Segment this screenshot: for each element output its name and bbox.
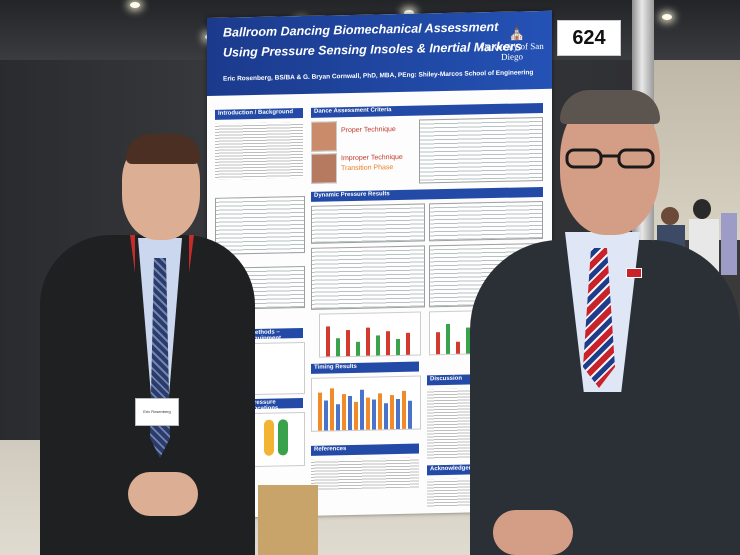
poster-chart-bar — [356, 341, 360, 356]
section-criteria: Dance Assessment Criteria — [311, 102, 543, 118]
poster-chart-bar — [326, 326, 330, 357]
poster-chart-bar — [408, 400, 412, 429]
poster-chart-bar — [376, 335, 380, 356]
university-logo-text: University of San Diego — [480, 40, 544, 62]
section-references: References — [311, 443, 419, 456]
poster-chart-bar — [366, 397, 370, 430]
pressure-data-left — [311, 245, 425, 310]
equipment-images — [247, 341, 305, 396]
poster-chart-bar — [456, 341, 460, 354]
criteria-table — [419, 116, 543, 184]
foot-pressure-diagram — [247, 411, 305, 468]
poster-chart-bar — [402, 390, 406, 429]
poster-chart-bar — [386, 331, 390, 356]
poster-chart-bar — [366, 327, 370, 356]
pressure-table-right — [429, 200, 543, 242]
poster-chart-bar — [348, 395, 352, 431]
section-methods: Methods – Equipment — [247, 327, 303, 342]
legend-proper: Proper Technique — [341, 126, 396, 135]
dance-photo-improper — [311, 153, 337, 184]
references-text — [311, 457, 419, 490]
poster-chart-bar — [446, 323, 450, 354]
poster-chart-bar — [330, 388, 334, 431]
background-person-legs — [258, 485, 318, 555]
rumba-table — [215, 195, 305, 255]
poster-chart-bar — [406, 332, 410, 355]
poster-title-line1: Ballroom Dancing Biomechanical Assessmen… — [223, 19, 499, 40]
section-timing: Timing Results — [311, 361, 419, 374]
poster-chart-bar — [390, 395, 394, 430]
intro-text — [215, 121, 303, 180]
poster-chart-bar — [372, 399, 376, 430]
poster-chart-bar — [360, 389, 364, 430]
timing-bar-chart — [311, 375, 421, 432]
poster-chart-bar — [318, 392, 322, 431]
poster-chart-bar — [384, 403, 388, 430]
left-person-hair — [126, 134, 200, 164]
poster-chart-bar — [324, 400, 328, 431]
poster-chart-bar — [346, 330, 350, 357]
ceiling-light — [662, 14, 672, 20]
booth-number-card: 624 — [557, 20, 621, 56]
poster-chart-bar — [396, 398, 400, 430]
ceiling-light — [130, 2, 140, 8]
poster-chart-bar — [436, 332, 440, 355]
poster-header: Ballroom Dancing Biomechanical Assessmen… — [207, 10, 552, 97]
poster-chart-bar — [336, 338, 340, 357]
right-person-hands — [493, 510, 573, 555]
poster-authors: Eric Rosenberg, BS/BA & G. Bryan Cornwal… — [223, 69, 534, 83]
name-badge: Eric Rosenberg — [135, 398, 179, 426]
dance-photo-proper — [311, 121, 337, 152]
pressure-bar-chart-left — [319, 311, 421, 358]
left-person-hands — [128, 472, 198, 516]
poster-chart-bar — [354, 401, 358, 430]
poster-chart-bar — [378, 393, 382, 430]
section-locations: Pressure Locations — [247, 397, 303, 412]
poster-chart-bar — [396, 338, 400, 356]
legend-improper: Improper Technique — [341, 153, 403, 163]
poster-chart-bar — [336, 404, 340, 431]
glasses-icon — [565, 148, 655, 169]
section-dynamic: Dynamic Pressure Results — [311, 186, 543, 202]
pressure-table-left — [311, 203, 425, 244]
right-person-hair — [560, 90, 660, 124]
section-intro: Introduction / Background — [215, 107, 303, 120]
flag-lapel-pin — [626, 268, 642, 278]
university-logo: ⛪ University of San Diego — [480, 26, 547, 62]
poster-chart-bar — [342, 394, 346, 431]
legend-transition: Transition Phase — [341, 164, 394, 173]
